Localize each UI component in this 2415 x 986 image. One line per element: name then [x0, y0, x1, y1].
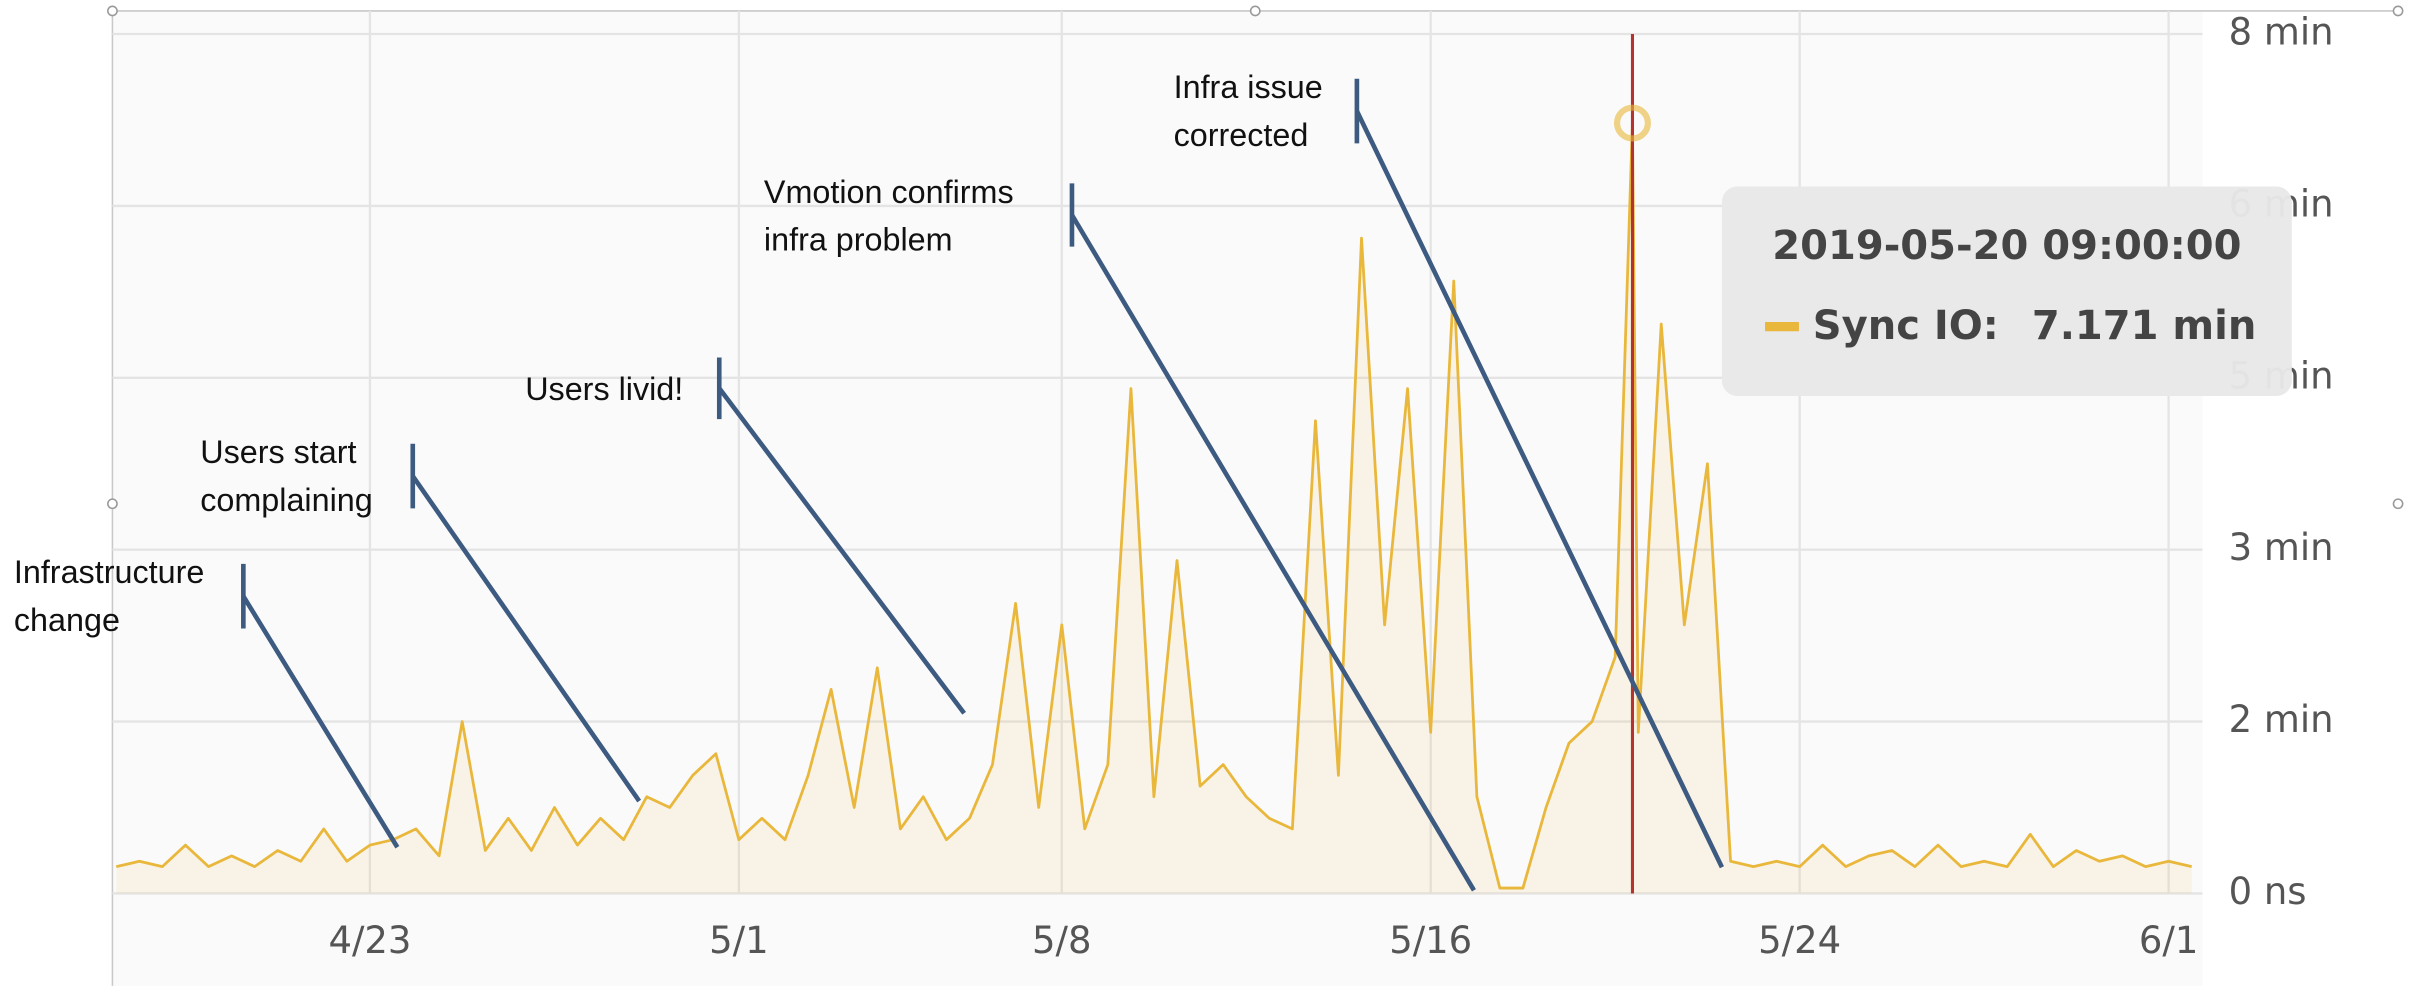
y-tick-label: 2 min [2229, 698, 2334, 741]
x-tick-label: 5/8 [1032, 919, 1091, 962]
annotation-text: change [14, 602, 120, 638]
x-tick-label: 5/16 [1389, 919, 1472, 962]
annotation-pointer [717, 386, 966, 715]
y-tick-label: 3 min [2229, 526, 2334, 569]
y-tick-label: 0 ns [2229, 870, 2307, 913]
y-tick-label: 8 min [2229, 11, 2334, 54]
annotation-text: infra problem [764, 221, 953, 257]
tooltip: 2019-05-20 09:00:00 Sync IO: 7.171 min [1721, 186, 2292, 396]
tooltip-series-name: Sync IO: [1813, 303, 1999, 349]
annotation-text: Users start [200, 434, 356, 470]
annotation-pointer [1069, 213, 1476, 892]
tooltip-box [1721, 186, 2292, 396]
annotation-text: complaining [200, 482, 373, 518]
x-tick-label: 6/1 [2139, 919, 2198, 962]
annotation-text: corrected [1174, 117, 1309, 153]
selection-handle [1249, 5, 1261, 17]
annotation-pointer [1354, 110, 1725, 869]
tooltip-title: 2019-05-20 09:00:00 [1772, 223, 2241, 269]
annotations: Infrastructure change Users start complaini… [14, 69, 1725, 892]
selection-handle [107, 5, 118, 17]
area [116, 123, 2192, 894]
hover-marker [1613, 104, 1651, 142]
selection-handle [2392, 5, 2404, 17]
annotation-text: Infrastructure [14, 554, 204, 590]
x-tick-label: 5/24 [1758, 919, 1841, 962]
plot-background [112, 10, 2203, 986]
selection-handle [107, 498, 118, 510]
annotation-pointer [410, 474, 642, 803]
x-tick-label: 5/1 [709, 919, 768, 962]
data-layer [115, 34, 2192, 894]
annotation-pointer [241, 594, 400, 849]
annotation-text: Infra issue [1174, 69, 1323, 105]
selection-handle [2392, 498, 2404, 510]
x-tick-label: 4/23 [328, 919, 411, 962]
line [115, 121, 2192, 890]
tooltip-value: 7.171 min [2032, 303, 2257, 349]
annotation-text: Vmotion confirms [764, 174, 1014, 210]
annotation-text: Users livid! [525, 371, 683, 407]
